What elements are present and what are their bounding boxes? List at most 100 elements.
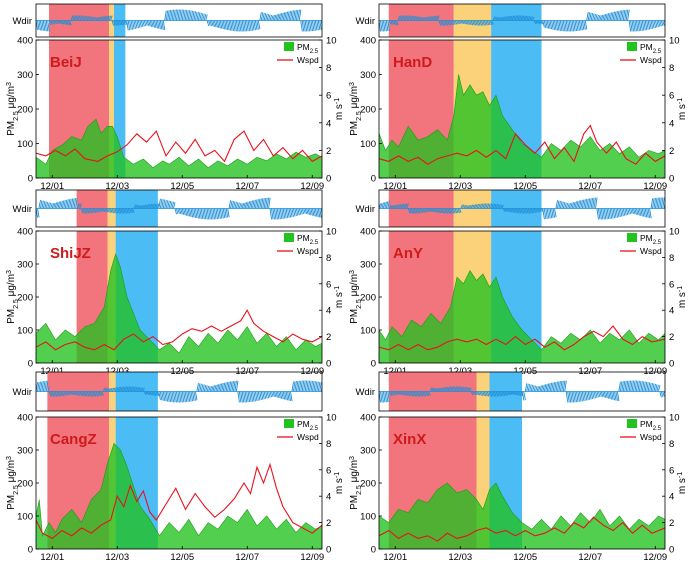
wdir-barb: [127, 208, 131, 214]
wdir-barb: [273, 391, 277, 398]
wdir-barb: [319, 20, 322, 30]
wdir-barb: [388, 204, 392, 209]
wdir-barb: [501, 391, 504, 397]
wdir-barb: [504, 391, 507, 396]
wdir-barb: [575, 391, 579, 403]
wdir-barb: [164, 199, 167, 209]
wdir-barb: [551, 208, 554, 218]
wdir-barb: [456, 386, 459, 392]
wdir-barb: [472, 204, 475, 209]
wdir-barb: [105, 15, 109, 21]
wdir-barb: [609, 208, 613, 219]
wdir-barb: [646, 382, 649, 392]
wdir-barb: [467, 205, 471, 209]
wdir-barb: [151, 20, 154, 28]
wdir-barb: [61, 20, 65, 25]
wdir-barb: [288, 208, 292, 218]
wdir-barb: [232, 380, 236, 392]
wdir-barb: [537, 385, 541, 392]
wdir-barb: [203, 384, 207, 392]
wdir-barb: [225, 20, 229, 31]
x-tick-label: 12/05: [170, 181, 194, 192]
wdir-barb: [295, 9, 299, 21]
wdir-barb: [441, 387, 444, 392]
wdir-barb: [247, 201, 251, 209]
wdir-barb: [425, 16, 428, 21]
wdir-barb: [199, 12, 202, 21]
wdir-barb: [152, 203, 156, 209]
wdir-barb: [108, 15, 112, 21]
wdir-barb: [196, 382, 199, 392]
wdir-barb: [660, 20, 664, 26]
wdir-barb: [609, 12, 613, 21]
wdir-barb: [463, 20, 466, 25]
wdir-barb: [650, 20, 654, 29]
wdir-barb: [538, 20, 541, 25]
wdir-barb: [47, 202, 50, 209]
wdir-barb: [110, 208, 113, 213]
wdir-barb: [72, 391, 75, 396]
wdir-barb: [230, 200, 233, 209]
wdir-barb: [556, 200, 560, 209]
wdir-barb: [592, 391, 595, 399]
wdir-barb: [177, 208, 180, 214]
wdir-barb: [99, 391, 103, 396]
wdir-barb: [98, 208, 101, 213]
wdir-barb: [577, 200, 580, 209]
wdir-barb: [83, 15, 87, 21]
wdir-barb: [434, 388, 437, 392]
wdir-barb: [306, 208, 309, 215]
wdir-barb: [470, 20, 474, 26]
wdir-barb: [306, 380, 309, 392]
wdir-barb: [209, 20, 213, 26]
wdir-barb: [570, 202, 573, 209]
wdir-barb: [113, 387, 116, 392]
wdir-barb: [158, 198, 161, 209]
wdir-barb: [39, 200, 43, 209]
legend-wspd-label: Wspd: [297, 246, 319, 256]
wdir-barb: [567, 391, 570, 403]
wdir-barb: [266, 197, 270, 209]
wdir-barb: [194, 11, 198, 21]
wdir-barb: [524, 15, 528, 21]
y-left-tick-label: 200: [17, 293, 33, 304]
wdir-barb: [633, 380, 636, 392]
wdir-barb: [513, 15, 516, 21]
wdir-barb: [385, 201, 389, 209]
x-tick-label: 12/07: [235, 366, 259, 377]
y-right-tick-label: 4: [326, 118, 331, 129]
wdir-barb: [146, 204, 150, 209]
wdir-barb: [472, 20, 475, 26]
wdir-barb: [290, 391, 293, 402]
wdir-barb: [95, 17, 98, 21]
wdir-barb: [222, 382, 226, 392]
wdir-barb: [429, 16, 433, 21]
legend-pm25-swatch: [284, 419, 294, 428]
wdir-barb: [181, 208, 185, 216]
wdir-barb: [281, 12, 284, 21]
wdir-barb: [612, 11, 616, 21]
wdir-barb: [50, 391, 53, 397]
wdir-barb: [516, 391, 519, 396]
wdir-barb: [287, 391, 290, 401]
wdir-barb: [113, 20, 116, 26]
wdir-barb: [415, 208, 418, 214]
wdir-barb: [545, 383, 548, 392]
wdir-barb: [202, 13, 205, 21]
wdir-barb: [285, 391, 289, 401]
wdir-barb: [638, 208, 642, 217]
wdir-barb: [489, 391, 493, 397]
wdir-barb: [441, 20, 444, 26]
wdir-barb: [50, 203, 53, 209]
wdir-barb: [70, 198, 74, 209]
wdir-barb: [539, 208, 542, 213]
wdir-barb: [577, 20, 580, 31]
y-right-tick-label: 6: [326, 279, 331, 290]
wdir-barb: [97, 16, 100, 21]
wdir-barb: [587, 12, 591, 21]
x-tick-label: 12/09: [643, 181, 667, 192]
wdir-barb: [574, 391, 578, 403]
wdir-barb: [85, 391, 88, 397]
wdir-barb: [202, 384, 205, 392]
wdir-barb: [387, 20, 390, 31]
